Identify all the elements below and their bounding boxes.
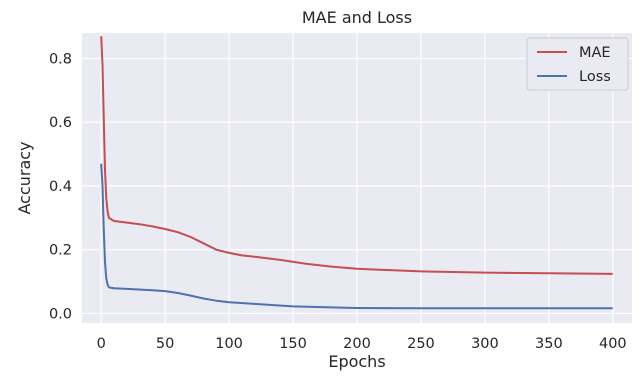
x-axis-label: Epochs [328, 352, 385, 371]
series-line-loss [100, 163, 613, 310]
x-tick-label: 200 [343, 336, 371, 352]
x-tick-label: 150 [279, 336, 307, 352]
x-tick-label: 0 [97, 336, 106, 352]
y-tick-label: 0.8 [49, 51, 72, 67]
y-tick-label: 0.4 [49, 179, 72, 195]
y-axis-ticks: 0.0 0.2 0.4 0.6 0.8 [49, 51, 72, 322]
y-axis-label: Accuracy [15, 141, 34, 214]
series-lines [100, 36, 613, 310]
y-tick-label: 0.2 [49, 243, 72, 259]
y-tick-label: 0.0 [49, 306, 72, 322]
x-axis-ticks: 0 50 100 150 200 250 300 350 400 [97, 336, 627, 352]
x-tick-label: 350 [535, 336, 563, 352]
x-tick-label: 300 [471, 336, 499, 352]
legend: MAE Loss [526, 37, 629, 91]
x-tick-label: 400 [599, 336, 627, 352]
legend-label-mae: MAE [579, 45, 611, 61]
y-tick-label: 0.6 [49, 115, 72, 131]
x-tick-label: 50 [156, 336, 174, 352]
x-tick-label: 250 [407, 336, 435, 352]
x-tick-label: 100 [215, 336, 243, 352]
legend-label-loss: Loss [579, 69, 611, 85]
legend-box [526, 37, 629, 91]
chart-title: MAE and Loss [302, 8, 412, 27]
series-line-mae [100, 36, 613, 275]
